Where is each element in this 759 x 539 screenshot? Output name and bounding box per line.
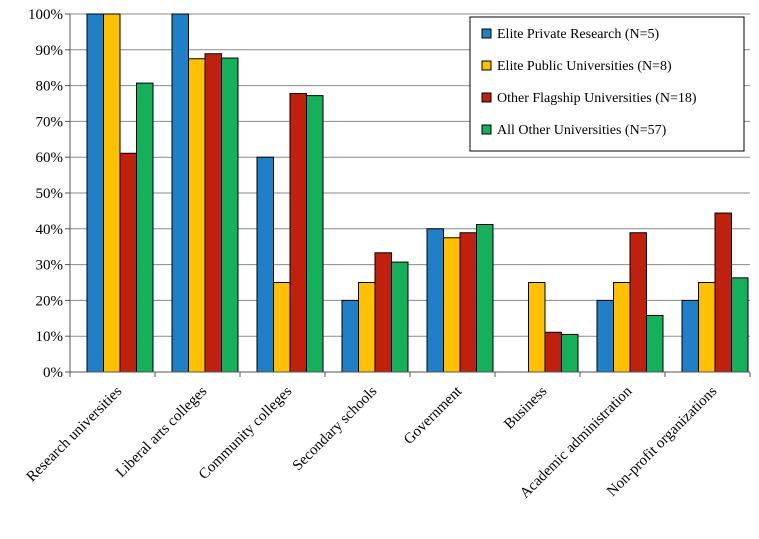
y-axis-ticks: 0% 10% 20% 30% 40% 50% 60% 70% 80% 90% 100% — [28, 7, 63, 381]
bar — [731, 277, 749, 373]
bar — [204, 53, 222, 373]
legend-label: Elite Public Universities (N=8) — [497, 59, 672, 74]
bar — [256, 156, 274, 373]
y-tick-label: 30% — [36, 258, 64, 274]
y-tick-label: 80% — [36, 79, 64, 95]
bar — [119, 152, 137, 373]
bar — [306, 95, 324, 373]
bar — [459, 232, 477, 373]
y-tick-label: 10% — [36, 329, 64, 345]
bar — [358, 282, 376, 373]
y-tick-label: 100% — [28, 7, 63, 23]
x-tick-label: Business — [501, 383, 550, 432]
bar — [426, 228, 444, 373]
bar — [188, 58, 206, 373]
bar — [86, 13, 104, 373]
x-tick-label: Secondary schools — [290, 383, 381, 474]
legend-swatch — [481, 124, 492, 135]
legend-swatch — [481, 60, 492, 71]
y-tick-label: 20% — [36, 293, 64, 309]
y-tick-label: 40% — [36, 222, 64, 238]
legend-swatch — [481, 92, 492, 103]
bar — [103, 13, 121, 373]
bar — [544, 331, 562, 373]
y-tick-label: 90% — [36, 43, 64, 59]
bar — [171, 13, 189, 373]
bar — [341, 299, 359, 373]
y-tick-label: 0% — [43, 365, 63, 381]
bar — [136, 82, 154, 373]
legend-label: All Other Universities (N=57) — [497, 123, 667, 138]
bars — [86, 13, 749, 373]
legend: Elite Private Research (N=5) Elite Public… — [469, 16, 745, 152]
bar — [289, 92, 307, 373]
bar — [596, 299, 614, 373]
x-tick-label: Research universities — [24, 383, 126, 485]
bar — [476, 224, 494, 373]
legend-label: Elite Private Research (N=5) — [497, 27, 660, 42]
bar — [629, 232, 647, 373]
bar — [698, 282, 716, 373]
legend-box — [469, 16, 745, 152]
axes — [65, 13, 751, 377]
bar — [443, 237, 461, 373]
y-tick-label: 60% — [36, 150, 64, 166]
bar — [528, 282, 546, 373]
legend-swatch — [481, 28, 492, 39]
bar — [273, 282, 291, 373]
x-tick-label: Community colleges — [196, 383, 296, 483]
y-tick-label: 70% — [36, 114, 64, 130]
bar — [561, 333, 579, 373]
x-tick-label: Government — [401, 383, 466, 448]
bar — [221, 57, 239, 373]
bar — [613, 282, 631, 373]
bar — [391, 261, 409, 373]
legend-label: Other Flagship Universities (N=18) — [497, 91, 697, 106]
x-tick-label: Liberal arts colleges — [113, 383, 210, 480]
bar — [374, 252, 392, 373]
bar — [646, 314, 664, 373]
y-tick-label: 50% — [36, 186, 64, 202]
bar — [681, 299, 699, 373]
bar — [714, 212, 732, 373]
